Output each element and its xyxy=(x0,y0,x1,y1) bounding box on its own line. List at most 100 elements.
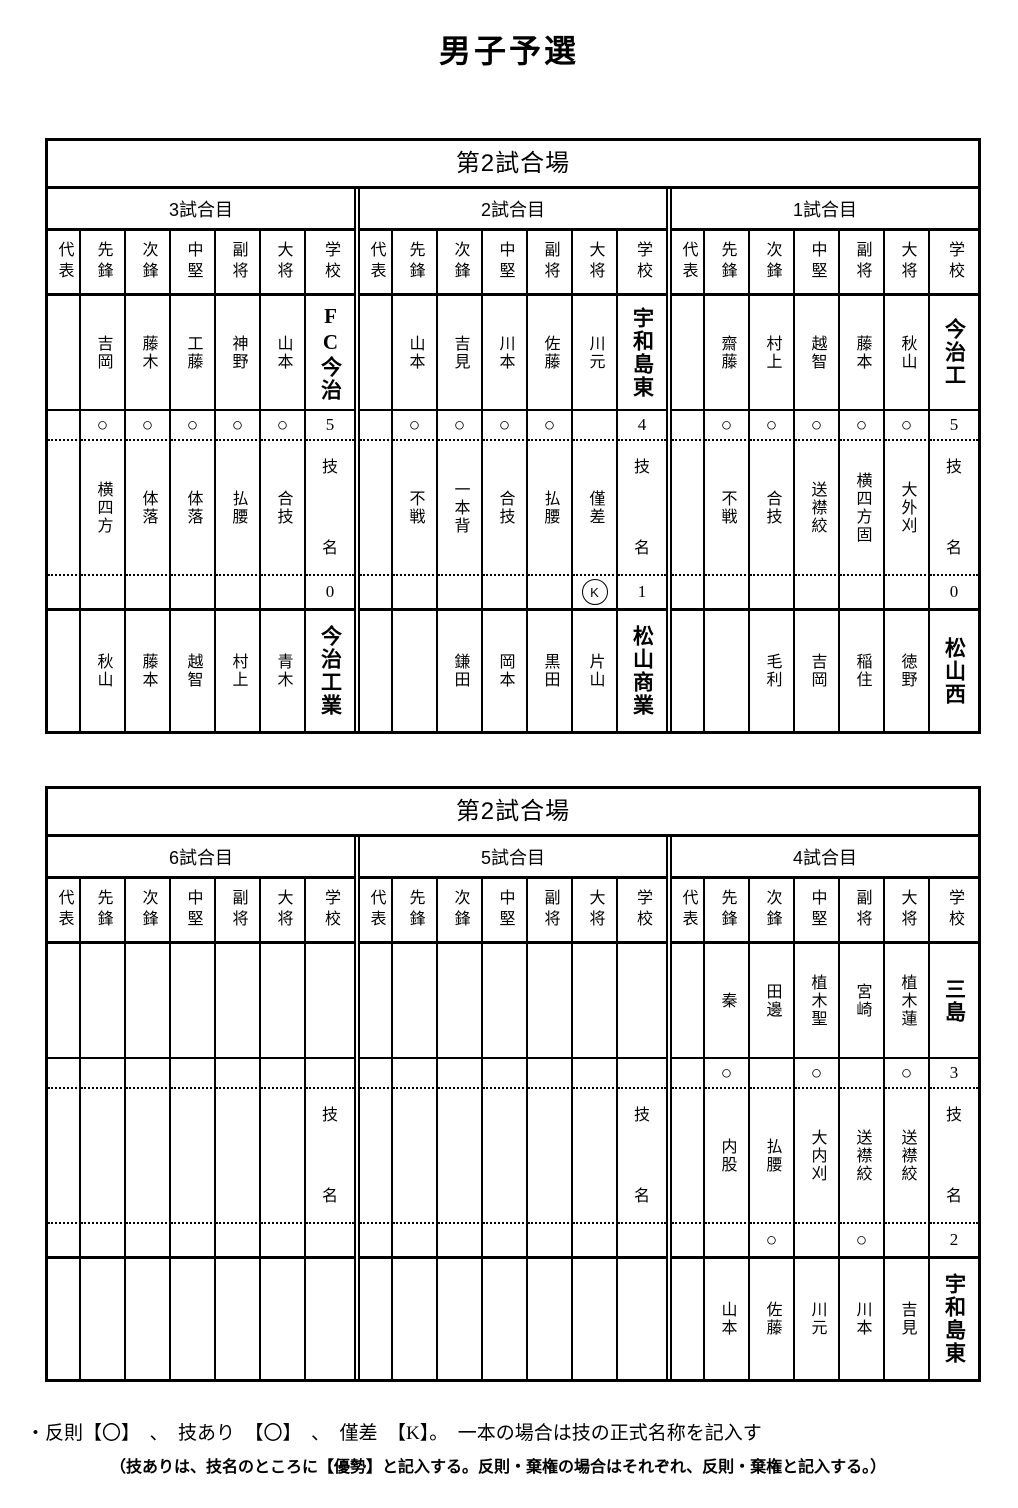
win-circle-mark: ○ xyxy=(810,1062,823,1084)
player-cell xyxy=(705,611,750,731)
player-cell xyxy=(438,1259,483,1379)
player-name: 黒田 xyxy=(541,653,559,689)
column-header: 次鋒 xyxy=(438,231,483,296)
column-header-label: 先鋒 xyxy=(406,889,424,931)
mark-cell xyxy=(171,1059,216,1089)
column-header-label: 次鋒 xyxy=(451,241,469,283)
player-cell xyxy=(216,944,261,1059)
mark-cell xyxy=(573,411,618,441)
column-header-label: 中堅 xyxy=(184,241,202,283)
player-cell: 村上 xyxy=(750,296,795,411)
section-divider xyxy=(666,837,672,1379)
mark-cell xyxy=(216,576,261,611)
mark-cell xyxy=(705,576,750,611)
player-name: 田邊 xyxy=(763,982,781,1019)
player-name: 吉見 xyxy=(898,1301,916,1337)
mark-cell: ○ xyxy=(705,411,750,441)
column-header-label: 中堅 xyxy=(808,889,826,931)
column-header-label: 先鋒 xyxy=(406,241,424,283)
player-cell: 黒田 xyxy=(528,611,573,731)
mark-cell: ○ xyxy=(216,411,261,441)
player-name: 岡本 xyxy=(496,653,514,689)
technique-cell xyxy=(81,1089,126,1224)
match-grid: 代表 先鋒 次鋒 中堅 副将 大将 学校 齋藤 村上 越智 藤本 秋山 今治工 ○ ○ ○ ○ ○ 5 不戦 合技 送襟絞… xyxy=(672,231,978,731)
player-cell xyxy=(81,944,126,1059)
technique-name: 合技 xyxy=(496,489,514,526)
column-header-label: 代表 xyxy=(367,889,385,931)
technique-cell xyxy=(261,1089,306,1224)
tech-label-bottom: 名 xyxy=(321,1188,338,1205)
player-cell xyxy=(126,944,171,1059)
player-cell: 佐藤 xyxy=(750,1259,795,1379)
school-cell: 宇和島東 xyxy=(618,296,666,411)
mark-cell: ○ xyxy=(750,411,795,441)
tech-label-top: 技 xyxy=(321,1107,338,1124)
tech-label-cell: 技名 xyxy=(306,441,354,576)
player-cell: 山本 xyxy=(261,296,306,411)
player-cell xyxy=(393,944,438,1059)
column-header: 副将 xyxy=(216,879,261,944)
mark-cell xyxy=(840,1059,885,1089)
player-cell: 秦 xyxy=(705,944,750,1059)
mark-cell xyxy=(483,576,528,611)
mark-cell: ○ xyxy=(81,411,126,441)
player-cell: 秋山 xyxy=(885,296,930,411)
column-header: 代表 xyxy=(48,879,81,944)
win-circle-mark: ○ xyxy=(855,1229,868,1251)
match-number-label: 6試合目 xyxy=(48,837,354,879)
column-header: 大将 xyxy=(261,231,306,296)
technique-cell: 体落 xyxy=(126,441,171,576)
player-cell: 徳野 xyxy=(885,611,930,731)
mark-cell: ○ xyxy=(171,411,216,441)
player-name: 工藤 xyxy=(184,334,202,371)
technique-cell: 大外刈 xyxy=(885,441,930,576)
tech-label-cell: 技名 xyxy=(930,1089,978,1224)
technique-name: 払腰 xyxy=(763,1137,781,1174)
column-header-label: 学校 xyxy=(946,889,963,931)
player-cell: 植木蓮 xyxy=(885,944,930,1059)
daihyo-cell xyxy=(360,611,393,731)
column-header: 代表 xyxy=(360,231,393,296)
win-circle-mark: ○ xyxy=(408,414,421,436)
team-score: 2 xyxy=(949,1230,959,1249)
mark-cell xyxy=(216,1224,261,1259)
column-header: 代表 xyxy=(48,231,81,296)
daihyo-cell xyxy=(672,944,705,1059)
match-number-label: 2試合目 xyxy=(360,189,666,231)
column-header: 代表 xyxy=(360,879,393,944)
column-header-label: 中堅 xyxy=(496,241,514,283)
player-cell xyxy=(261,1259,306,1379)
mark-cell xyxy=(438,576,483,611)
column-header-label: 大将 xyxy=(274,889,292,931)
player-name: 山本 xyxy=(406,334,424,371)
technique-cell: 大内刈 xyxy=(795,1089,840,1224)
column-header: 先鋒 xyxy=(393,879,438,944)
column-header: 先鋒 xyxy=(705,879,750,944)
player-cell: 青木 xyxy=(261,611,306,731)
win-circle-mark: ○ xyxy=(765,414,778,436)
mark-cell xyxy=(81,1059,126,1089)
player-cell: 川元 xyxy=(795,1259,840,1379)
mark-cell xyxy=(438,1224,483,1259)
column-header: 大将 xyxy=(885,879,930,944)
player-cell: 山本 xyxy=(705,1259,750,1379)
match-number-label: 4試合目 xyxy=(672,837,978,879)
mark-cell: ○ xyxy=(885,411,930,441)
tech-label-cell: 技名 xyxy=(930,441,978,576)
win-circle-mark: ○ xyxy=(900,414,913,436)
player-cell xyxy=(393,1259,438,1379)
technique-cell: 横四方 xyxy=(81,441,126,576)
daihyo-cell xyxy=(48,1259,81,1379)
mark-cell: ○ xyxy=(261,411,306,441)
player-name: 吉岡 xyxy=(94,334,112,371)
player-name: 川元 xyxy=(586,334,604,371)
school-cell xyxy=(306,1259,354,1379)
column-header-label: 代表 xyxy=(55,241,73,283)
match-section: 6試合目 代表 先鋒 次鋒 中堅 副将 大将 学校技名 xyxy=(48,837,354,1379)
player-cell: 山本 xyxy=(393,296,438,411)
tech-label-top: 技 xyxy=(633,459,650,476)
technique-name: 僅差 xyxy=(586,489,604,526)
match-area-table-1: 第2試合場 3試合目 代表 先鋒 次鋒 中堅 副将 大将 学校 吉岡 藤木 工藤 神野 山本 FC今治 ○ ○… xyxy=(45,138,981,734)
player-cell: 佐藤 xyxy=(528,296,573,411)
player-cell: 藤木 xyxy=(126,296,171,411)
